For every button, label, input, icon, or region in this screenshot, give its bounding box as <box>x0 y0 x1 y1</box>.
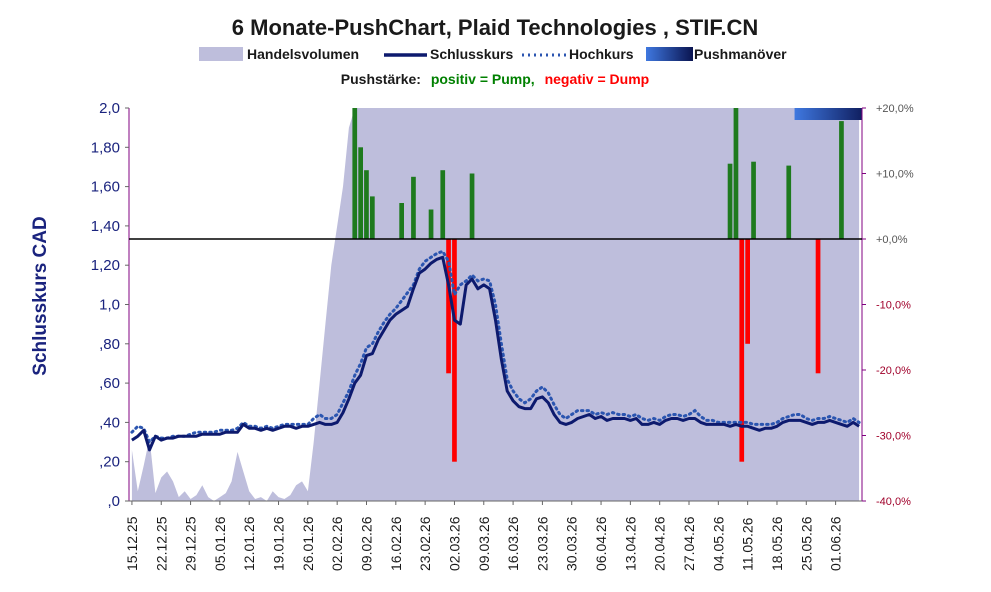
y-tick-label-0: ,0 <box>107 493 120 510</box>
pump-bar-10 <box>733 108 739 239</box>
y-tick-label-3: ,60 <box>99 375 120 392</box>
y-tick-label-8: 1,60 <box>91 179 120 196</box>
dump-bar-2 <box>739 239 745 462</box>
pump-bar-7 <box>440 170 446 239</box>
pump-bar-3 <box>370 196 375 239</box>
y2-tick-label-5: +10,0% <box>876 169 914 181</box>
pump-bar-12 <box>786 165 792 239</box>
legend: Handelsvolumen Schlusskurs Hochkurs Push… <box>199 46 787 62</box>
x-tick-label-3: 05.01.26 <box>212 516 228 571</box>
chart-title: 6 Monate-PushChart, Plaid Technologies ,… <box>232 15 758 40</box>
pump-bar-1 <box>358 147 363 239</box>
subtitle-prefix: Pushstärke: <box>341 71 421 87</box>
y2-tick-label-2: -20,0% <box>876 365 911 377</box>
price-lines-layer <box>130 249 861 452</box>
x-tick-label-5: 19.01.26 <box>271 516 287 571</box>
subtitle-negative: negativ = Dump <box>545 71 650 87</box>
x-tick-label-17: 13.04.26 <box>622 516 638 571</box>
push-bars-layer <box>352 108 862 462</box>
pump-bar-9 <box>727 163 733 239</box>
x-tick-label-9: 16.02.26 <box>388 516 404 571</box>
legend-swatch-push <box>646 47 693 61</box>
y2-tick-label-1: -30,0% <box>876 431 911 443</box>
pump-bar-2 <box>364 170 369 239</box>
legend-swatch-volume <box>199 47 243 61</box>
x-tick-label-11: 02.03.26 <box>447 516 463 571</box>
axes-layer: ,0 ,20 ,40 ,60 ,80 1,0 1,20 1,40 1,60 1,80 2,0 -40,… <box>91 100 914 571</box>
pump-bar-0 <box>352 108 358 239</box>
x-tick-label-4: 12.01.26 <box>241 516 257 571</box>
pump-bar-11 <box>751 161 756 239</box>
y-tick-label-2: ,40 <box>99 414 120 431</box>
x-tick-label-2: 29.12.25 <box>183 516 199 571</box>
x-tick-label-19: 27.04.26 <box>681 516 697 571</box>
legend-label-high: Hochkurs <box>569 46 634 62</box>
x-tick-label-18: 20.04.26 <box>652 516 668 571</box>
close-line <box>131 255 860 452</box>
y2-tick-label-0: -40,0% <box>876 496 911 508</box>
dump-bar-3 <box>745 239 750 344</box>
x-tick-label-21: 11.05.26 <box>740 517 756 571</box>
dump-bar-1 <box>452 239 457 462</box>
pump-bar-6 <box>428 209 434 239</box>
x-tick-label-16: 06.04.26 <box>593 516 609 571</box>
y2-tick-label-4: +0,0% <box>876 234 908 246</box>
y-tick-label-10: 2,0 <box>99 100 120 117</box>
x-tick-label-1: 22.12.25 <box>153 516 169 571</box>
x-tick-label-6: 26.01.26 <box>300 516 316 571</box>
x-tick-label-12: 09.03.26 <box>476 516 492 571</box>
y-tick-label-7: 1,40 <box>91 218 120 235</box>
x-tick-label-7: 02.02.26 <box>329 516 345 571</box>
y2-tick-label-3: -10,0% <box>876 300 911 312</box>
legend-label-volume: Handelsvolumen <box>247 46 359 62</box>
pump-bar-5 <box>411 176 416 239</box>
y-tick-label-9: 1,80 <box>91 139 120 156</box>
dump-bar-4 <box>815 239 821 374</box>
pump-bar-8 <box>469 173 475 239</box>
y-tick-label-5: 1,0 <box>99 297 120 314</box>
x-tick-label-24: 01.06.26 <box>828 516 844 571</box>
dump-bar-0 <box>446 239 451 374</box>
x-tick-label-13: 16.03.26 <box>505 516 521 571</box>
y2-tick-label-6: +20,0% <box>876 103 914 115</box>
y-tick-label-6: 1,20 <box>91 257 120 274</box>
x-tick-label-8: 09.02.26 <box>359 516 375 571</box>
x-tick-label-23: 25.05.26 <box>798 516 814 571</box>
x-tick-label-22: 18.05.26 <box>769 516 785 571</box>
x-tick-label-14: 23.03.26 <box>534 516 550 571</box>
chart-subtitle: Pushstärke: positiv = Pump, negativ = Du… <box>341 71 649 87</box>
y-tick-label-1: ,20 <box>99 454 120 471</box>
x-tick-label-15: 30.03.26 <box>564 516 580 571</box>
high-line <box>130 249 861 445</box>
legend-label-push: Pushmanöver <box>694 46 787 62</box>
push-maneuver-box <box>794 108 862 120</box>
x-tick-label-10: 23.02.26 <box>417 516 433 571</box>
x-tick-label-0: 15.12.25 <box>124 516 140 571</box>
subtitle-positive: positiv = Pump, <box>431 71 535 87</box>
y-tick-label-4: ,80 <box>99 336 120 353</box>
legend-label-close: Schlusskurs <box>430 46 513 62</box>
x-tick-label-20: 04.05.26 <box>710 516 726 571</box>
y-axis-title: Schlusskurs CAD <box>30 216 51 375</box>
pump-bar-4 <box>399 203 404 239</box>
pump-bar-13 <box>839 121 844 239</box>
